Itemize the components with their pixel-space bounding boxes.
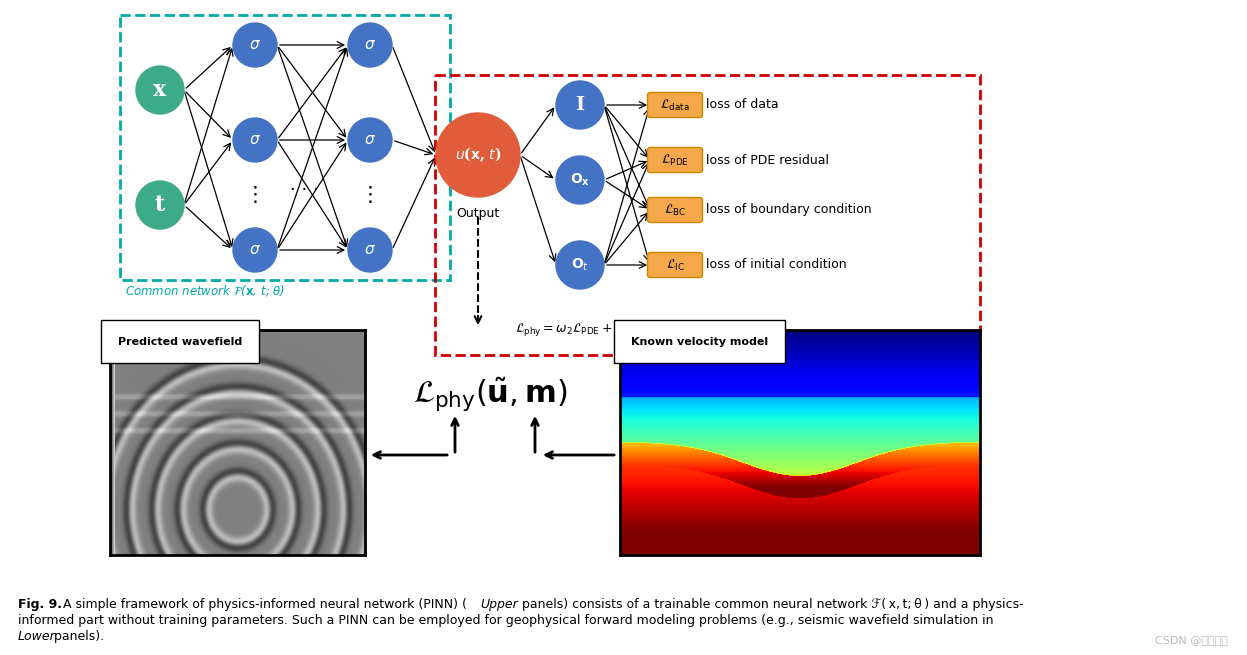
Text: t: t: [155, 194, 165, 216]
Text: Physics-informed part: Physics-informed part: [845, 358, 975, 371]
Text: Upper: Upper: [480, 598, 518, 611]
Text: Common network $\mathcal{F}$($\mathbf{x}$, $t$; $\theta$): Common network $\mathcal{F}$($\mathbf{x}…: [125, 283, 286, 298]
Text: loss of boundary condition: loss of boundary condition: [706, 204, 872, 217]
Bar: [435, 75, 980, 355]
Text: ⋮: ⋮: [244, 185, 266, 205]
Text: informed part without training parameters. Such a PINN can be employed for geoph: informed part without training parameter…: [17, 614, 994, 627]
FancyBboxPatch shape: [647, 252, 702, 278]
Text: $\sigma$: $\sigma$: [249, 38, 261, 52]
Circle shape: [556, 156, 604, 204]
Text: $\sigma$: $\sigma$: [364, 38, 377, 52]
FancyBboxPatch shape: [647, 198, 702, 223]
FancyBboxPatch shape: [647, 92, 702, 117]
Circle shape: [436, 113, 520, 197]
Text: Output: Output: [456, 207, 500, 220]
Text: $\mathbf{O}_\mathbf{x}$: $\mathbf{O}_\mathbf{x}$: [570, 172, 590, 188]
Text: $\sigma$: $\sigma$: [249, 133, 261, 147]
Text: loss of initial condition: loss of initial condition: [706, 259, 847, 272]
Text: A simple framework of physics-informed neural network (PINN) (: A simple framework of physics-informed n…: [64, 598, 466, 611]
Circle shape: [233, 228, 277, 272]
Text: Predicted wavefield: Predicted wavefield: [117, 337, 242, 346]
Text: loss of PDE residual: loss of PDE residual: [706, 153, 829, 166]
Text: Fig. 9.: Fig. 9.: [17, 598, 62, 611]
Bar: [120, 15, 450, 280]
Text: I: I: [575, 96, 585, 114]
Text: · · ·: · · ·: [289, 181, 318, 199]
Text: $\sigma$: $\sigma$: [249, 243, 261, 257]
Text: $\mathcal{L}_\mathrm{phy}(\tilde{\mathbf{u}}, \mathbf{m})$: $\mathcal{L}_\mathrm{phy}(\tilde{\mathbf…: [413, 376, 567, 414]
Text: $\mathcal{L}_\mathrm{BC}$: $\mathcal{L}_\mathrm{BC}$: [663, 202, 686, 217]
Text: CSDN @蓝子娃娃: CSDN @蓝子娃娃: [1155, 635, 1228, 645]
Text: loss of data: loss of data: [706, 98, 778, 111]
Circle shape: [348, 118, 392, 162]
Circle shape: [556, 241, 604, 289]
Circle shape: [233, 118, 277, 162]
Text: Lower: Lower: [17, 630, 56, 643]
Text: x: x: [153, 79, 167, 101]
Text: $\sigma$: $\sigma$: [364, 243, 377, 257]
Circle shape: [348, 23, 392, 67]
Text: $u$($\mathbf{x}$, $t$): $u$($\mathbf{x}$, $t$): [455, 145, 501, 164]
Text: $\mathbf{O}_t$: $\mathbf{O}_t$: [571, 257, 589, 273]
Circle shape: [136, 66, 185, 114]
Text: $\mathcal{L}_\mathrm{IC}$: $\mathcal{L}_\mathrm{IC}$: [666, 257, 685, 272]
Circle shape: [556, 81, 604, 129]
Text: panels).: panels).: [50, 630, 105, 643]
Circle shape: [233, 23, 277, 67]
Circle shape: [348, 228, 392, 272]
Text: $\mathcal{L}_\mathrm{phy} = \omega_2\mathcal{L}_\mathrm{PDE} + \omega_3\mathcal{: $\mathcal{L}_\mathrm{phy} = \omega_2\mat…: [515, 322, 702, 339]
Text: $\sigma$: $\sigma$: [364, 133, 377, 147]
FancyBboxPatch shape: [647, 147, 702, 172]
Circle shape: [136, 181, 185, 229]
Text: $\mathcal{L}_\mathrm{PDE}$: $\mathcal{L}_\mathrm{PDE}$: [661, 153, 688, 168]
Text: $\mathcal{L}_\mathrm{data}$: $\mathcal{L}_\mathrm{data}$: [660, 98, 690, 113]
Text: ⋮: ⋮: [359, 185, 380, 205]
Text: panels) consists of a trainable common neural network ℱ( x, t; θ ) and a physics: panels) consists of a trainable common n…: [518, 598, 1024, 611]
Text: Known velocity model: Known velocity model: [631, 337, 768, 346]
